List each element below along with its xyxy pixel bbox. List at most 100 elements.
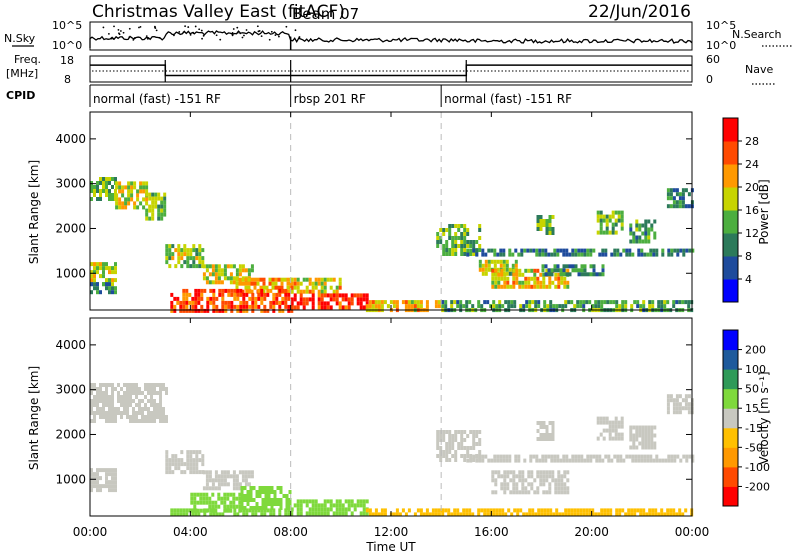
range-cell	[577, 248, 581, 253]
range-cell	[320, 281, 324, 286]
range-cell	[603, 508, 607, 513]
range-cell	[274, 281, 278, 286]
range-cell	[192, 470, 196, 475]
range-cell	[238, 277, 242, 282]
range-cell	[236, 308, 240, 313]
range-cell	[498, 512, 502, 517]
range-cell	[486, 512, 490, 517]
range-cell	[192, 260, 196, 265]
range-cell	[687, 304, 691, 309]
range-cell	[652, 458, 656, 463]
range-cell	[635, 235, 639, 240]
range-cell	[111, 415, 114, 419]
range-cell	[160, 212, 164, 217]
nsky-scatter-point	[182, 31, 185, 34]
range-cell	[620, 214, 624, 219]
range-cell	[108, 197, 111, 201]
range-cell	[102, 399, 105, 403]
range-cell	[144, 387, 147, 391]
range-cell	[588, 508, 592, 513]
colorbar-swatch	[723, 233, 738, 257]
range-cell	[644, 239, 648, 244]
range-cell	[537, 508, 541, 513]
range-cell	[500, 474, 504, 479]
range-cell	[90, 407, 93, 411]
range-cell	[599, 210, 603, 215]
range-cell	[111, 411, 114, 415]
range-cell	[232, 478, 236, 483]
range-cell	[641, 445, 645, 450]
range-cell	[93, 278, 96, 283]
range-cell	[311, 499, 315, 504]
range-cell	[678, 196, 682, 201]
range-cell	[448, 236, 452, 240]
range-cell	[620, 436, 624, 441]
range-cell	[223, 264, 227, 269]
range-cell	[338, 507, 342, 512]
range-cell	[99, 488, 102, 493]
range-cell	[206, 304, 210, 309]
range-cell	[96, 407, 99, 411]
range-cell	[453, 508, 457, 513]
range-cell	[442, 244, 446, 248]
range-cell	[223, 474, 227, 479]
range-cell	[669, 398, 673, 403]
range-cell	[548, 486, 552, 491]
range-cell	[566, 486, 570, 491]
range-cell	[136, 197, 140, 202]
range-cell	[180, 458, 184, 463]
range-cell	[466, 454, 470, 458]
range-cell	[208, 470, 212, 475]
range-cell	[537, 304, 541, 309]
range-cell	[616, 454, 620, 459]
range-cell	[684, 402, 688, 407]
range-cell	[226, 264, 230, 269]
range-cell	[495, 508, 499, 513]
range-cell	[533, 280, 537, 285]
range-cell	[545, 425, 549, 429]
range-cell	[635, 425, 639, 430]
range-cell	[96, 262, 99, 267]
range-cell	[206, 296, 210, 301]
range-cell	[599, 218, 603, 223]
range-cell	[93, 472, 96, 477]
range-cell	[323, 503, 327, 508]
range-cell	[672, 398, 676, 403]
range-cell	[157, 216, 161, 221]
range-cell	[129, 383, 132, 387]
range-cell	[599, 420, 603, 425]
range-cell	[650, 429, 654, 434]
range-cell	[478, 454, 482, 459]
nsearch-label: N.Search	[732, 28, 782, 41]
range-cell	[163, 208, 167, 213]
range-cell	[527, 482, 531, 487]
range-cell	[436, 434, 440, 438]
range-cell	[317, 305, 321, 310]
nsky-scatter-point	[258, 30, 261, 32]
range-cell	[547, 272, 551, 277]
range-cell	[629, 429, 633, 434]
nsky-scatter-point	[128, 36, 131, 39]
range-cell	[241, 474, 245, 479]
range-cell	[262, 289, 266, 294]
range-cell	[293, 277, 297, 282]
range-cell	[102, 181, 105, 185]
freq-trace	[90, 60, 692, 82]
range-cell	[566, 478, 570, 483]
range-cell	[182, 304, 186, 309]
range-cell	[506, 486, 510, 491]
range-cell	[260, 300, 264, 305]
range-cell	[308, 507, 312, 512]
range-cell	[592, 268, 596, 273]
range-cell	[180, 248, 184, 253]
range-cell	[179, 512, 183, 517]
range-cell	[350, 297, 354, 302]
range-cell	[244, 470, 248, 475]
range-cell	[230, 292, 234, 297]
range-cell	[141, 407, 144, 411]
range-cell	[504, 300, 508, 305]
range-cell	[320, 277, 324, 282]
range-cell	[506, 470, 510, 475]
range-cell	[261, 486, 265, 490]
range-cell	[168, 466, 172, 471]
